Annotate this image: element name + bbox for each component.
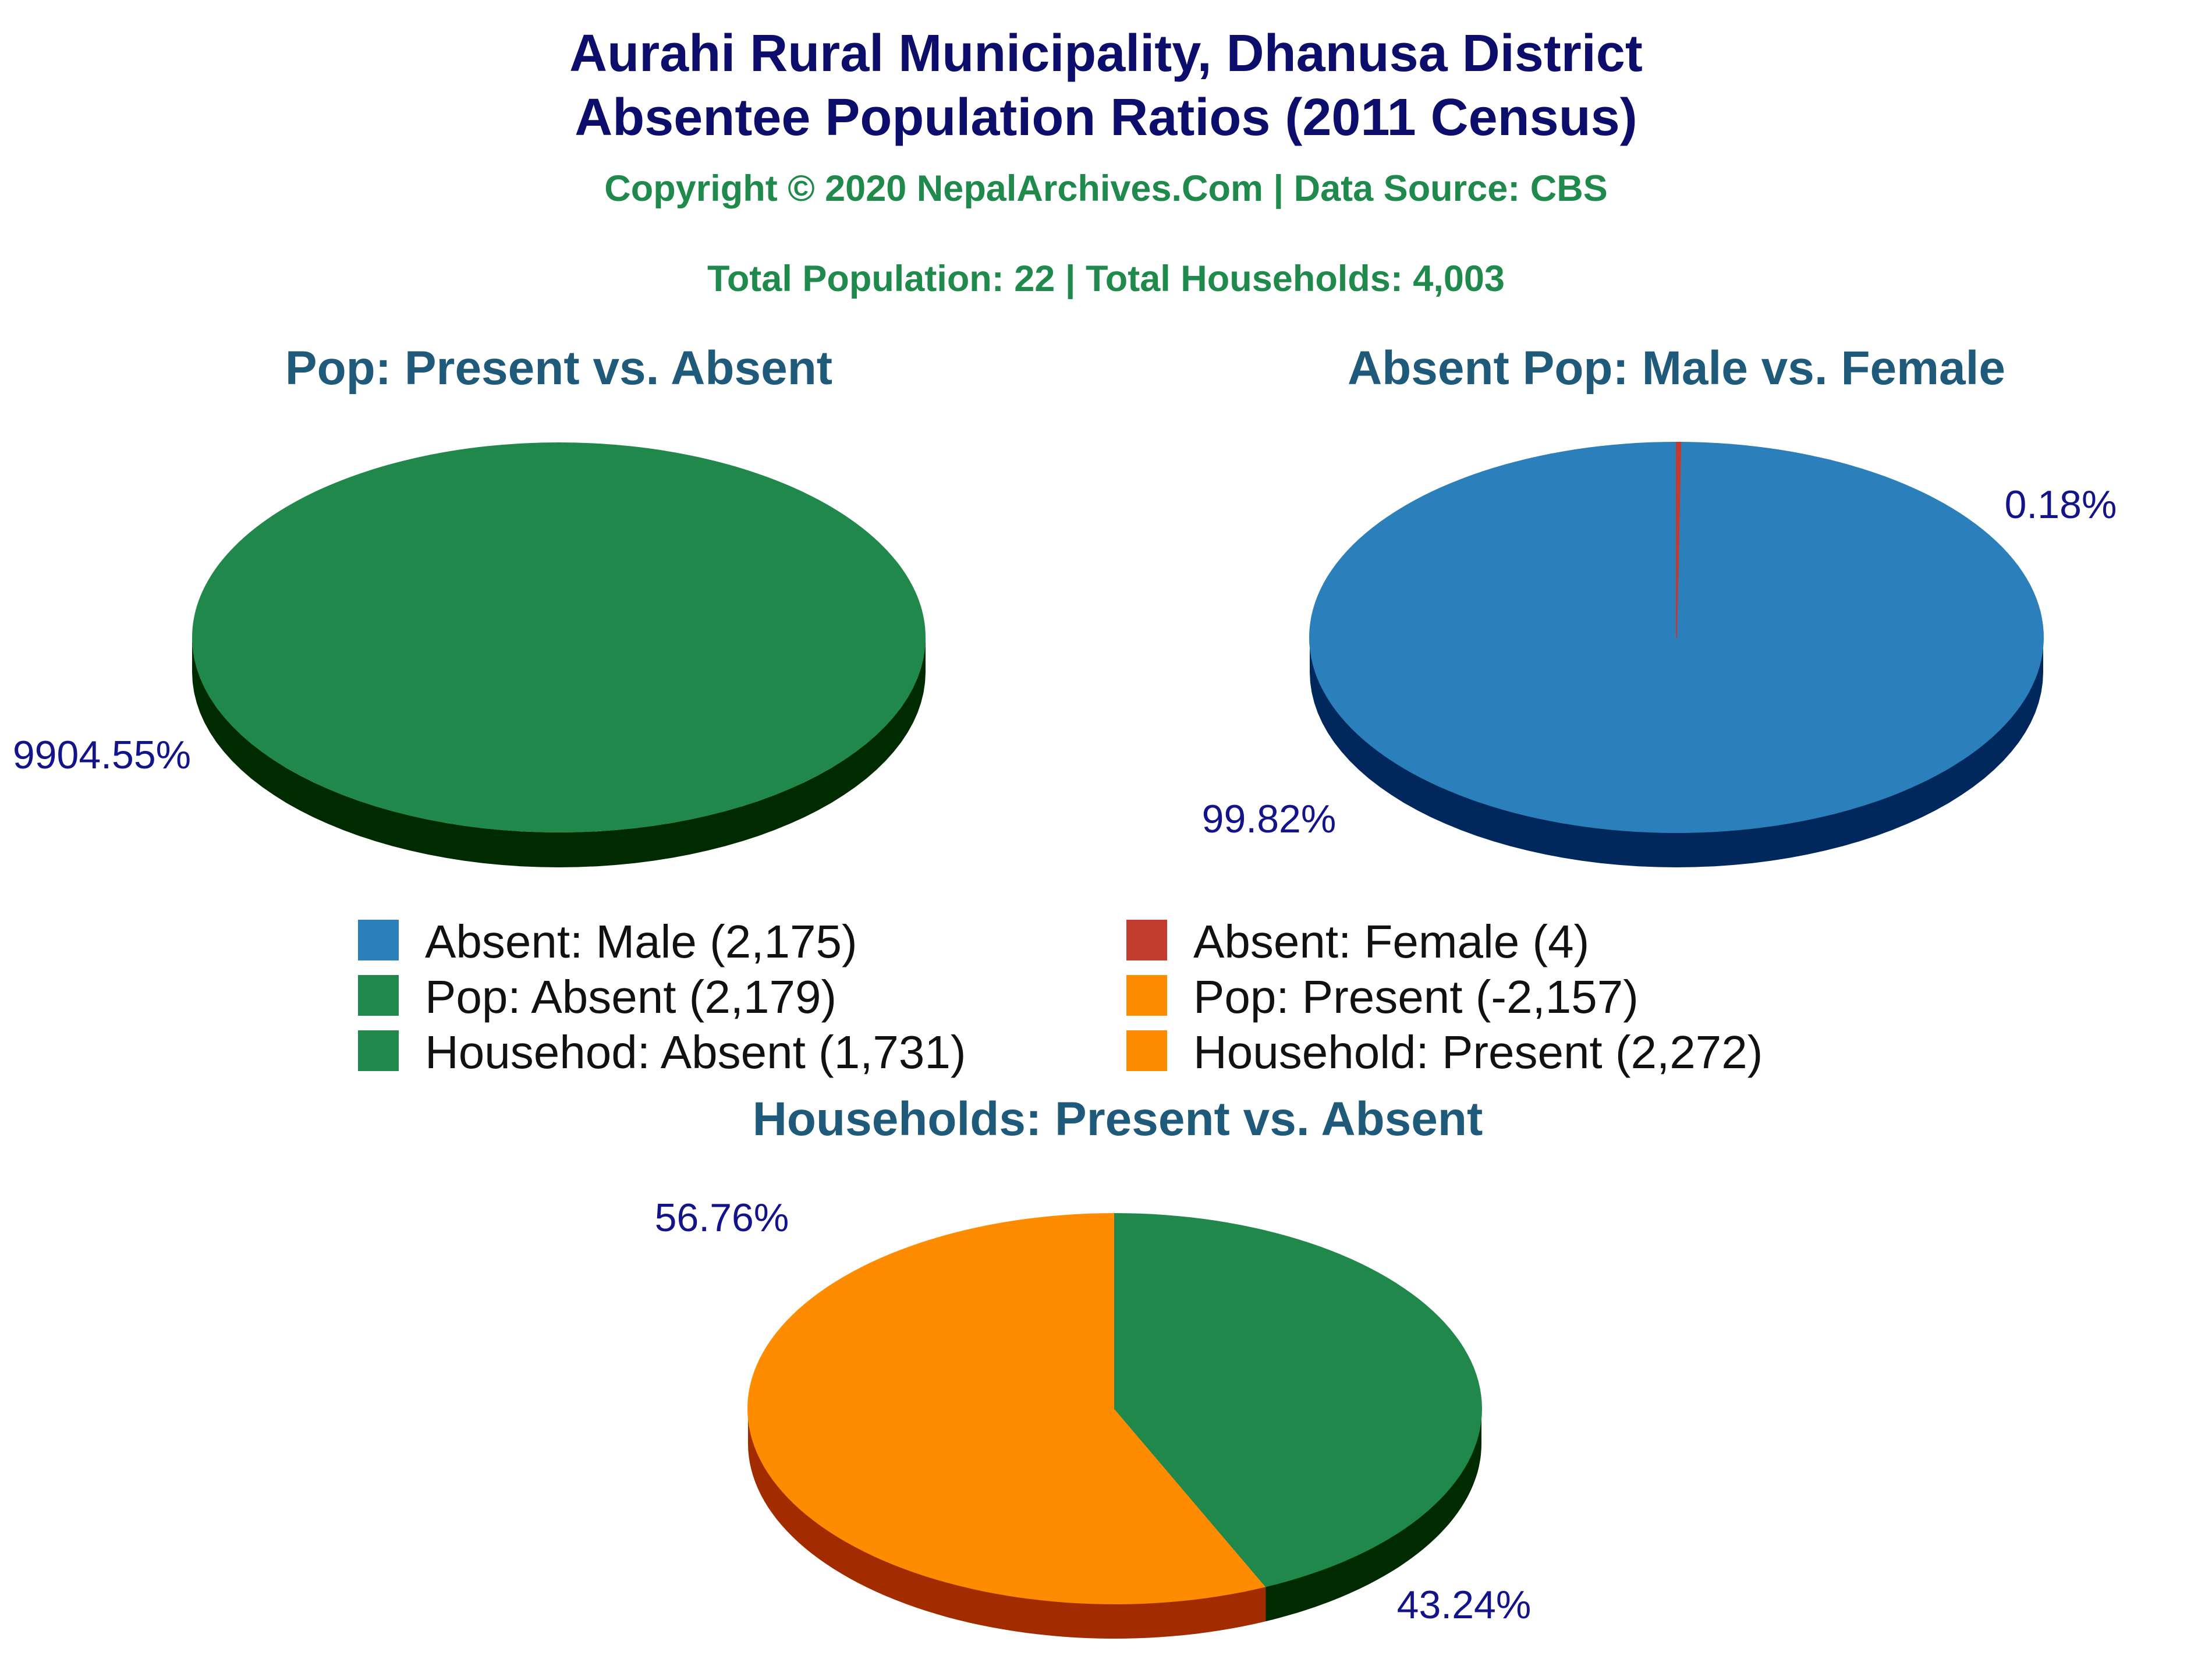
pie-2: 99.82% 0.18% xyxy=(1202,441,2117,867)
pie-2-pct-label-2: 0.18% xyxy=(2005,483,2117,527)
legend-swatch-household-absent xyxy=(358,1030,399,1071)
legend-swatch-pop-present xyxy=(1126,975,1167,1016)
totals-line: Total Population: 22 | Total Households:… xyxy=(707,258,1505,299)
legend-label-pop-absent: Pop: Absent (2,179) xyxy=(425,971,836,1023)
pie-3-pct-label-1: 56.76% xyxy=(655,1196,789,1240)
legend-swatch-absent-female xyxy=(1126,920,1167,960)
pie-charts: 9904.55% 99.82% 0.18% 56.76% 43.24% xyxy=(13,441,2117,1639)
legend-label-absent-male: Absent: Male (2,175) xyxy=(425,916,857,967)
pie-3-side-1-1 xyxy=(748,1409,1266,1639)
pie-2-slice-2 xyxy=(1676,442,1682,638)
legend-label-household-present: Household: Present (2,272) xyxy=(1193,1026,1763,1078)
legend-label-household-absent: Househod: Absent (1,731) xyxy=(425,1026,966,1078)
legend-swatch-pop-absent xyxy=(358,975,399,1016)
legend-label-pop-present: Pop: Present (-2,157) xyxy=(1193,971,1639,1023)
pie-1: 9904.55% xyxy=(13,442,926,867)
pie-1-pct-label-1: 9904.55% xyxy=(13,733,191,777)
legend-label-absent-female: Absent: Female (4) xyxy=(1193,916,1589,967)
copyright-line: Copyright © 2020 NepalArchives.Com | Dat… xyxy=(604,168,1608,209)
pie-2-pct-label-1: 99.82% xyxy=(1202,797,1337,841)
pie-3-slice-1 xyxy=(747,1213,1267,1605)
legend-swatch-absent-male xyxy=(358,920,399,960)
pie-3: 56.76% 43.24% xyxy=(655,1196,1532,1639)
pie-3-pct-label-2: 43.24% xyxy=(1397,1583,1532,1627)
chart-title-line2: Absentee Population Ratios (2011 Census) xyxy=(575,88,1637,147)
pie-2-side-1-1 xyxy=(1310,637,2043,867)
pie1-title: Pop: Present vs. Absent xyxy=(285,342,832,395)
pie-3-side-2-1 xyxy=(1265,1409,1481,1622)
pie2-title: Absent Pop: Male vs. Female xyxy=(1348,342,2005,395)
chart-title-line1: Aurahi Rural Municipality, Dhanusa Distr… xyxy=(569,24,1643,83)
pie-1-slice-1 xyxy=(192,442,926,832)
pie-1-side-1-1 xyxy=(192,637,926,867)
legend: Absent: Male (2,175) Absent: Female (4) … xyxy=(358,916,1763,1078)
pie-3-slice-2 xyxy=(1114,1213,1483,1587)
pie3-title: Households: Present vs. Absent xyxy=(753,1093,1483,1146)
legend-swatch-household-present xyxy=(1126,1030,1167,1071)
